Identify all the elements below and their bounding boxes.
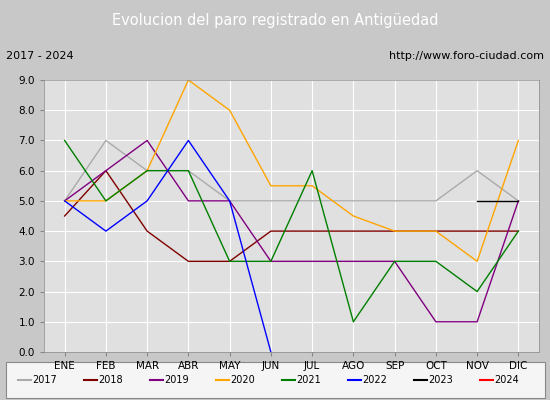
2017 [515, 198, 521, 203]
Text: 2019: 2019 [164, 375, 189, 385]
2020 [185, 78, 192, 82]
2018 [102, 168, 109, 173]
2017 [102, 138, 109, 143]
2023 [515, 198, 521, 203]
2017 [474, 168, 481, 173]
Text: 2017 - 2024: 2017 - 2024 [6, 51, 73, 61]
2017 [432, 198, 439, 203]
2021 [144, 168, 151, 173]
2020 [392, 229, 398, 234]
2017 [144, 168, 151, 173]
2017 [61, 198, 68, 203]
Text: 2021: 2021 [296, 375, 321, 385]
Text: 2018: 2018 [98, 375, 123, 385]
Line: 2017: 2017 [65, 140, 518, 201]
2019 [144, 138, 151, 143]
Line: 2021: 2021 [65, 140, 518, 322]
2017 [227, 198, 233, 203]
2020 [144, 168, 151, 173]
2018 [515, 229, 521, 234]
2019 [515, 198, 521, 203]
2021 [309, 168, 316, 173]
2022 [102, 229, 109, 234]
Line: 2022: 2022 [65, 140, 271, 352]
Line: 2020: 2020 [65, 80, 518, 261]
2019 [474, 319, 481, 324]
2021 [227, 259, 233, 264]
2020 [474, 259, 481, 264]
2022 [144, 198, 151, 203]
2017 [309, 198, 316, 203]
2019 [309, 259, 316, 264]
2020 [350, 214, 356, 218]
2020 [227, 108, 233, 113]
2017 [267, 198, 274, 203]
2022 [267, 350, 274, 354]
2017 [185, 168, 192, 173]
2021 [267, 259, 274, 264]
2018 [474, 229, 481, 234]
2018 [61, 214, 68, 218]
2019 [102, 168, 109, 173]
2022 [227, 198, 233, 203]
2018 [227, 259, 233, 264]
2021 [102, 198, 109, 203]
2020 [309, 183, 316, 188]
2020 [102, 198, 109, 203]
2018 [350, 229, 356, 234]
2019 [61, 198, 68, 203]
2019 [350, 259, 356, 264]
2019 [227, 198, 233, 203]
2023 [474, 198, 481, 203]
Text: 2017: 2017 [32, 375, 57, 385]
2019 [432, 319, 439, 324]
2018 [432, 229, 439, 234]
Line: 2019: 2019 [65, 140, 518, 322]
2017 [392, 198, 398, 203]
Text: Evolucion del paro registrado en Antigüedad: Evolucion del paro registrado en Antigüe… [112, 12, 438, 28]
Text: 2024: 2024 [494, 375, 519, 385]
2020 [267, 183, 274, 188]
2018 [144, 229, 151, 234]
2019 [392, 259, 398, 264]
2018 [267, 229, 274, 234]
2020 [61, 198, 68, 203]
Text: 2022: 2022 [362, 375, 387, 385]
2017 [350, 198, 356, 203]
2019 [267, 259, 274, 264]
2021 [185, 168, 192, 173]
2021 [432, 259, 439, 264]
2018 [309, 229, 316, 234]
Text: http://www.foro-ciudad.com: http://www.foro-ciudad.com [389, 51, 544, 61]
2022 [185, 138, 192, 143]
2021 [474, 289, 481, 294]
2022 [61, 198, 68, 203]
Text: 2020: 2020 [230, 375, 255, 385]
2018 [392, 229, 398, 234]
2021 [392, 259, 398, 264]
2021 [350, 319, 356, 324]
2021 [515, 229, 521, 234]
2018 [185, 259, 192, 264]
Text: 2023: 2023 [428, 375, 453, 385]
2020 [432, 229, 439, 234]
2020 [515, 138, 521, 143]
2021 [61, 138, 68, 143]
Line: 2018: 2018 [65, 171, 518, 261]
2019 [185, 198, 192, 203]
